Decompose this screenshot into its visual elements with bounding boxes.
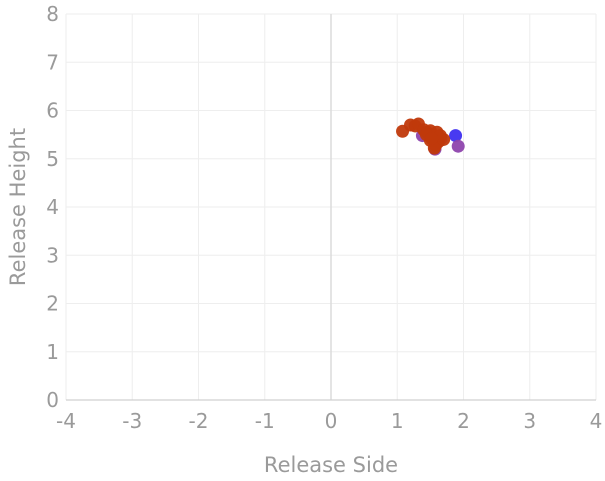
x-tick-label: -1 [255, 409, 275, 433]
y-tick-label: 4 [46, 195, 59, 219]
x-tick-label: 3 [523, 409, 536, 433]
x-tick-label: 0 [325, 409, 338, 433]
y-tick-label: 5 [46, 147, 59, 171]
x-tick-label: -3 [122, 409, 142, 433]
y-tick-label: 6 [46, 99, 59, 123]
y-tick-label: 2 [46, 292, 59, 316]
data-point[interactable] [425, 131, 439, 145]
axes [66, 14, 596, 401]
data-points [396, 117, 465, 156]
x-tick-label: 2 [457, 409, 470, 433]
x-tick-label: -2 [189, 409, 209, 433]
y-tick-label: 8 [46, 2, 59, 26]
x-tick-label: 4 [590, 409, 603, 433]
y-tick-label: 0 [46, 388, 59, 412]
x-tick-label: 1 [391, 409, 404, 433]
x-tick-label: -4 [56, 409, 76, 433]
tick-labels: -4 -3 -2 -1 0 1 2 3 4 0 1 2 3 4 5 6 7 8 [46, 2, 602, 433]
y-tick-label: 7 [46, 50, 59, 74]
y-axis-title: Release Height [6, 128, 30, 286]
data-point[interactable] [451, 139, 465, 153]
y-tick-label: 3 [46, 243, 59, 267]
data-point[interactable] [449, 129, 463, 143]
y-tick-label: 1 [46, 340, 59, 364]
x-axis-title: Release Side [264, 453, 398, 477]
